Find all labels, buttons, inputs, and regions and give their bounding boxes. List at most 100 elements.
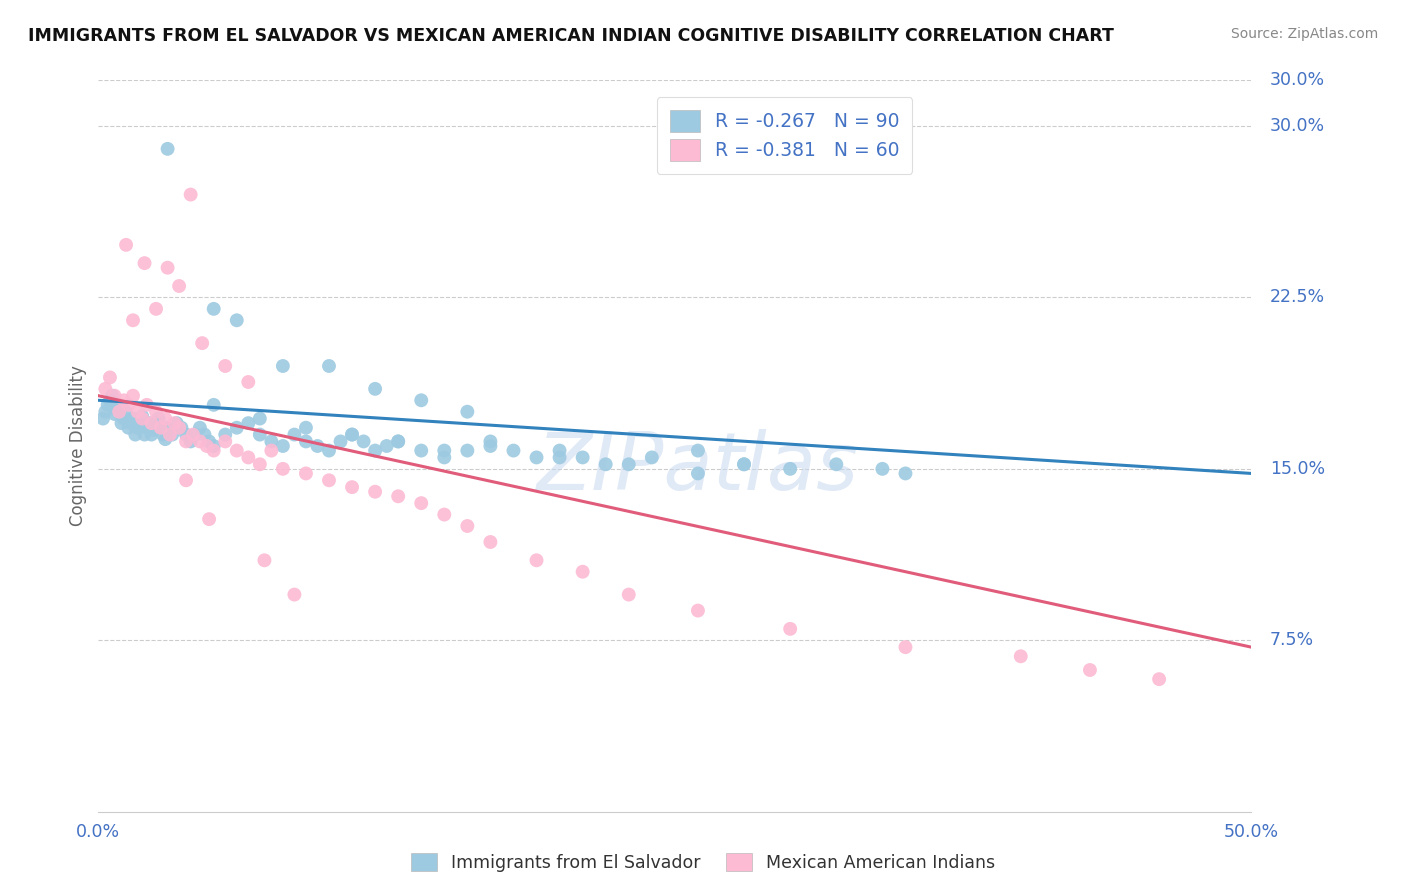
Point	[617, 588, 640, 602]
Point	[1147, 672, 1170, 686]
Point	[225, 443, 247, 458]
Text: 22.5%: 22.5%	[1270, 288, 1324, 307]
Point	[456, 405, 478, 419]
Point	[156, 142, 179, 156]
Point	[198, 434, 221, 449]
Point	[387, 489, 409, 503]
Point	[329, 434, 352, 449]
Point	[548, 443, 571, 458]
Point	[249, 458, 271, 472]
Text: 30.0%: 30.0%	[1270, 117, 1324, 135]
Point	[779, 462, 801, 476]
Point	[163, 416, 186, 430]
Point	[571, 450, 593, 465]
Point	[340, 427, 363, 442]
Point	[364, 382, 387, 396]
Point	[686, 467, 709, 481]
Point	[94, 382, 117, 396]
Point	[295, 434, 318, 449]
Point	[135, 421, 157, 435]
Point	[202, 398, 225, 412]
Point	[340, 480, 363, 494]
Point	[411, 496, 433, 510]
Point	[1078, 663, 1101, 677]
Point	[456, 519, 478, 533]
Point	[411, 393, 433, 408]
Point	[135, 398, 157, 412]
Point	[433, 443, 456, 458]
Point	[686, 443, 709, 458]
Point	[105, 402, 128, 417]
Point	[364, 443, 387, 458]
Point	[122, 313, 145, 327]
Point	[571, 565, 593, 579]
Point	[156, 421, 179, 435]
Point	[340, 427, 363, 442]
Point	[122, 389, 145, 403]
Point	[191, 336, 214, 351]
Point	[202, 443, 225, 458]
Point	[145, 301, 167, 316]
Point	[117, 398, 139, 412]
Point	[117, 421, 139, 435]
Legend: R = -0.267   N = 90, R = -0.381   N = 60: R = -0.267 N = 90, R = -0.381 N = 60	[657, 97, 912, 174]
Point	[225, 313, 247, 327]
Point	[110, 416, 132, 430]
Point	[134, 256, 156, 270]
Point	[174, 434, 197, 449]
Point	[91, 411, 114, 425]
Point	[779, 622, 801, 636]
Point	[159, 427, 181, 442]
Point	[641, 450, 664, 465]
Point	[129, 416, 152, 430]
Point	[225, 421, 247, 435]
Point	[271, 359, 294, 373]
Point	[98, 370, 121, 384]
Point	[411, 443, 433, 458]
Point	[127, 421, 149, 435]
Point	[103, 407, 125, 421]
Point	[115, 238, 138, 252]
Point	[479, 535, 502, 549]
Point	[138, 416, 160, 430]
Point	[295, 421, 318, 435]
Point	[155, 432, 177, 446]
Point	[238, 416, 260, 430]
Point	[97, 398, 120, 412]
Point	[271, 462, 294, 476]
Point	[271, 439, 294, 453]
Point	[149, 421, 172, 435]
Point	[122, 411, 145, 425]
Point	[318, 443, 340, 458]
Point	[195, 439, 218, 453]
Point	[127, 405, 149, 419]
Point	[433, 450, 456, 465]
Point	[170, 421, 193, 435]
Point	[307, 439, 329, 453]
Point	[894, 467, 917, 481]
Point	[188, 434, 211, 449]
Point	[387, 434, 409, 449]
Point	[180, 187, 202, 202]
Point	[198, 512, 221, 526]
Point	[387, 434, 409, 449]
Point	[160, 427, 183, 442]
Point	[202, 301, 225, 316]
Point	[214, 359, 236, 373]
Point	[112, 393, 135, 408]
Point	[134, 427, 156, 442]
Point	[174, 473, 197, 487]
Point	[733, 458, 755, 472]
Point	[283, 588, 305, 602]
Point	[238, 375, 260, 389]
Point	[124, 427, 146, 442]
Point	[249, 411, 271, 425]
Point	[167, 421, 190, 435]
Point	[238, 450, 260, 465]
Point	[872, 462, 894, 476]
Point	[167, 279, 190, 293]
Point	[101, 389, 124, 403]
Point	[202, 439, 225, 453]
Point	[318, 473, 340, 487]
Point	[526, 450, 548, 465]
